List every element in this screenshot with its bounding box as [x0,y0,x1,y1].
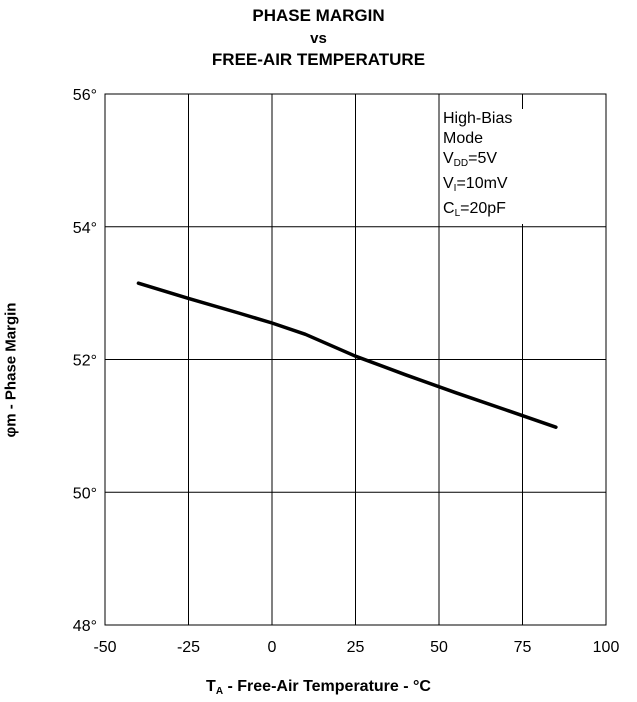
x-tick-label: 25 [347,639,365,656]
legend-cl-subscript: L [454,208,461,219]
x-axis-label: TA - Free-Air Temperature - °C [0,678,637,697]
y-tick-label: 56° [73,87,97,104]
legend-vdd-symbol: V [443,150,454,167]
legend-cl-symbol: C [443,200,455,217]
x-tick-label: 75 [514,639,532,656]
y-axis-label: φm - Phase Margin [2,302,20,438]
legend-cl-value: =20pF [460,200,506,217]
tick-labels: -50 -25 0 25 50 75 100 48° 50° 52° 54° 56° [73,87,620,656]
y-tick-label: 48° [73,618,97,635]
legend-vi-value: =10mV [456,175,508,192]
legend-line-mode-2: Mode [443,130,484,147]
legend-vdd-value: =5V [468,150,498,167]
series-line [136,281,558,429]
x-axis-label-symbol: T [206,678,216,695]
legend-cl: CL=20pF [443,199,593,224]
legend-vdd-subscript: DD [453,158,469,169]
y-tick-label: 54° [73,220,97,237]
legend-vi: VI=10mV [443,174,593,199]
legend-box: High-Bias Mode VDD=5V VI=10mV CL=20pF [443,109,593,224]
x-tick-label: -50 [93,639,116,656]
x-axis-label-subscript: A [215,686,224,697]
legend-vi-subscript: I [453,183,457,194]
x-tick-label: 100 [593,639,620,656]
chart-title-line-1: PHASE MARGIN [252,6,385,25]
x-axis-label-text: - Free-Air Temperature - °C [223,678,431,695]
x-tick-label: -25 [177,639,200,656]
plot-frame [104,93,607,626]
y-tick-label: 50° [73,485,97,502]
series-layer [136,281,558,429]
legend-line-mode: High-Bias [443,110,513,127]
y-tick-label: 52° [73,353,97,370]
x-tick-label: 50 [430,639,448,656]
chart-title-line-3: FREE-AIR TEMPERATURE [211,50,426,69]
legend-vdd: VDD=5V [443,149,593,174]
x-tick-label: 0 [268,639,277,656]
legend-vi-symbol: V [443,175,454,192]
chart-title-line-2: vs [310,30,327,47]
